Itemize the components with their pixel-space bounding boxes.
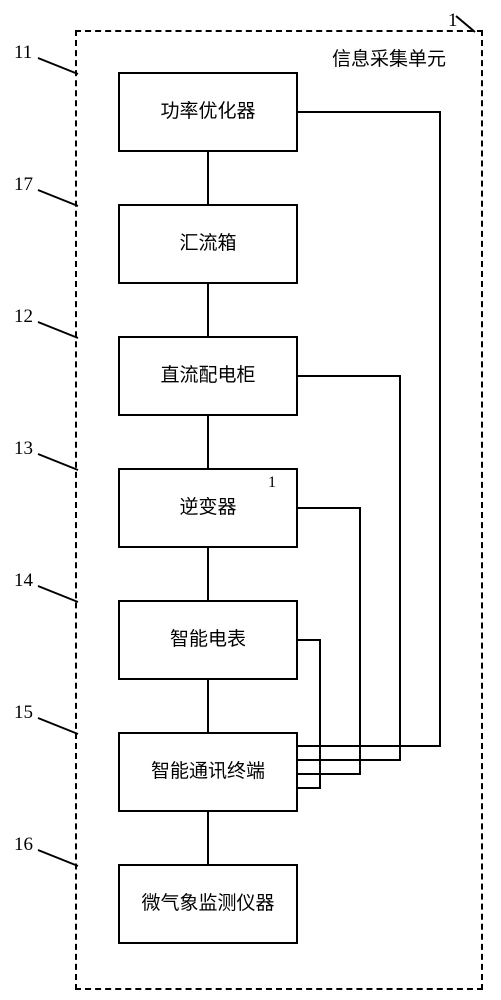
unit-number: 1: [448, 10, 458, 32]
node-label: 微气象监测仪器: [141, 892, 274, 917]
node-n11: 功率优化器: [118, 72, 298, 152]
unit-number-text: 1: [448, 10, 458, 31]
node-label: 汇流箱: [179, 232, 236, 257]
callout-12: 12: [14, 306, 33, 328]
callout-11: 11: [14, 42, 32, 64]
callout-13: 13: [14, 438, 33, 460]
unit-label: 信息采集单元: [332, 44, 446, 71]
node-n17: 汇流箱: [118, 204, 298, 284]
callout-14: 14: [14, 570, 33, 592]
node-n14: 智能电表: [118, 600, 298, 680]
node-n12: 直流配电柜: [118, 336, 298, 416]
node-label: 逆变器: [179, 496, 236, 521]
diagram-canvas: 信息采集单元 1 功率优化器汇流箱直流配电柜逆变器 1 智能电表智能通讯终端微气象监…: [0, 0, 501, 1000]
unit-label-text: 信息采集单元: [332, 49, 446, 70]
callout-16: 16: [14, 834, 33, 856]
node-label: 智能电表: [170, 628, 246, 653]
node-inner-number: 1: [268, 474, 276, 492]
node-label: 智能通讯终端: [151, 760, 265, 785]
node-n15: 智能通讯终端: [118, 732, 298, 812]
node-label: 功率优化器: [160, 100, 255, 125]
node-n16: 微气象监测仪器: [118, 864, 298, 944]
callout-15: 15: [14, 702, 33, 724]
node-label: 直流配电柜: [160, 364, 255, 389]
callout-17: 17: [14, 174, 33, 196]
